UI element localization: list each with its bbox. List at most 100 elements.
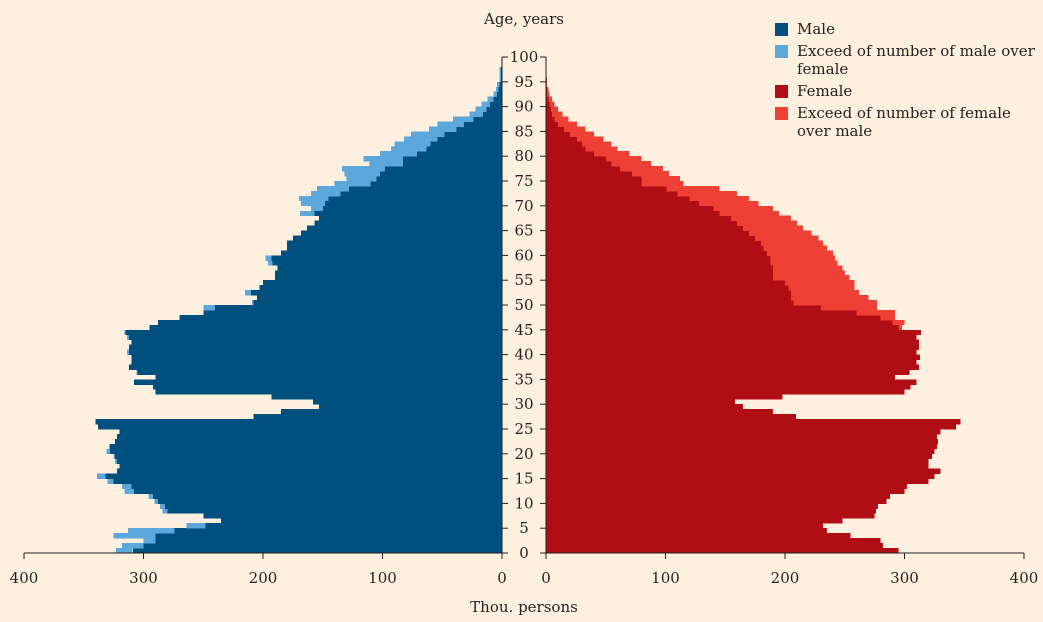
male-bar [114, 438, 502, 445]
male-bar [319, 404, 502, 410]
male-bar [203, 309, 502, 316]
female-excess-bar [547, 91, 550, 98]
age-tick-label: 60 [514, 246, 533, 264]
male-bar [174, 528, 502, 534]
male-bar [253, 414, 502, 420]
male-bar [114, 453, 502, 460]
female-excess-bar [641, 176, 680, 182]
male-excess-bar [265, 255, 272, 261]
female-bar [546, 339, 919, 346]
y-axis-title: Age, years [483, 10, 564, 28]
male-bar [307, 225, 502, 231]
x-tick-label-right: 200 [771, 569, 800, 587]
x-axis-title: Thou. persons [470, 598, 578, 616]
male-bar [384, 166, 502, 172]
male-bar [257, 295, 502, 301]
female-bar [546, 548, 899, 554]
male-bar [500, 76, 503, 83]
male-bar [286, 245, 502, 251]
female-bar [546, 195, 690, 202]
female-bar [546, 126, 564, 132]
female-bar [546, 220, 738, 227]
male-excess-bar [497, 81, 500, 88]
male-excess-bar [300, 210, 315, 217]
female-bar [546, 453, 932, 460]
male-excess-bar [203, 305, 216, 311]
male-bar [117, 433, 503, 440]
male-bar [117, 458, 503, 465]
male-bar [117, 468, 503, 475]
female-bar [546, 364, 919, 370]
male-bar [133, 379, 502, 385]
female-excess-bar [856, 309, 895, 316]
male-bar [473, 116, 502, 122]
female-bar [546, 185, 667, 192]
male-excess-bar [143, 538, 156, 544]
male-excess-bar [126, 349, 130, 355]
female-excess-bar [773, 270, 845, 276]
female-bar [546, 448, 935, 455]
female-bar [546, 473, 935, 479]
female-bar [546, 280, 785, 286]
female-bar [546, 443, 937, 450]
male-bar [319, 215, 502, 222]
female-excess-bar [713, 205, 774, 212]
male-excess-bar [390, 146, 427, 152]
male-bar [153, 493, 502, 499]
x-tick-label-left: 100 [368, 569, 397, 587]
male-bar [251, 290, 502, 296]
male-excess-bar [124, 488, 134, 494]
female-bar [546, 225, 744, 231]
female-bar [546, 205, 714, 212]
female-bar [546, 91, 548, 98]
female-bar [546, 106, 551, 112]
male-bar [155, 389, 502, 395]
x-tick-label-left: 0 [497, 569, 507, 587]
female-bar [546, 419, 961, 425]
male-excess-bar [121, 483, 132, 489]
female-excess-bar [770, 255, 836, 261]
male-bar [437, 136, 502, 142]
female-bar [546, 161, 612, 167]
male-bar [349, 185, 502, 192]
female-bar [546, 141, 582, 147]
male-bar [314, 210, 502, 217]
female-excess-bar [773, 265, 843, 271]
male-bar [402, 161, 502, 167]
male-bar [402, 156, 502, 162]
male-bar [110, 443, 502, 450]
male-excess-bar [469, 111, 483, 117]
female-bar [546, 171, 633, 177]
female-bar [546, 384, 911, 390]
female-excess-bar [749, 230, 812, 236]
female-bar [546, 493, 891, 499]
male-excess-bar [126, 334, 130, 341]
age-tick-label: 30 [514, 395, 533, 413]
female-excess-bar [773, 275, 850, 281]
female-bar [546, 156, 606, 162]
male-excess-bar [108, 443, 111, 450]
female-excess-bar [611, 161, 652, 167]
female-bar [546, 359, 917, 365]
female-excess-bar [554, 116, 569, 122]
female-excess-bar [546, 81, 548, 88]
female-bars [546, 76, 961, 554]
male-excess-bar [154, 498, 158, 504]
female-excess-bar [551, 111, 563, 117]
female-excess-bar [620, 166, 664, 172]
male-excess-bar [404, 136, 438, 142]
male-bar [486, 106, 502, 112]
female-bar [546, 295, 791, 301]
female-excess-bar [641, 181, 684, 187]
female-bar [546, 488, 905, 494]
female-bar [546, 116, 555, 122]
male-bar [463, 121, 502, 127]
male-bar [167, 508, 502, 514]
male-excess-bar [411, 131, 445, 137]
male-excess-bar [475, 106, 487, 112]
male-bar [314, 220, 502, 227]
male-bar [129, 344, 502, 351]
male-excess-bar [341, 166, 385, 172]
male-excess-bar [124, 329, 126, 336]
female-bar [546, 111, 552, 117]
